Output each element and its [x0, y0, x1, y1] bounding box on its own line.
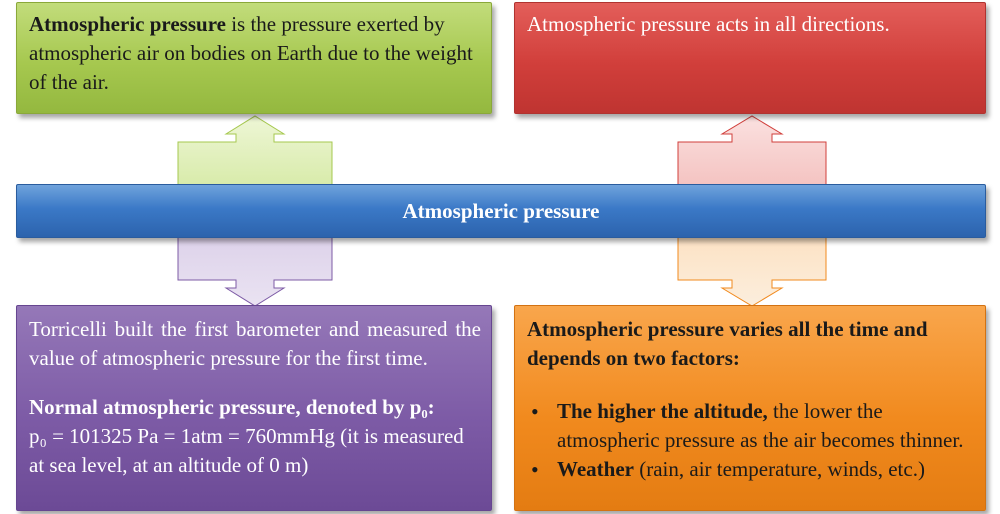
directions-box: Atmospheric pressure acts in all directi…: [514, 2, 986, 114]
central-title-bar: Atmospheric pressure: [16, 184, 986, 238]
definition-body: is the pressure exerted by atmospheric a…: [29, 12, 473, 94]
up-arrow-green: [177, 115, 333, 186]
factors-box: Atmospheric pressure varies all the time…: [514, 305, 986, 511]
definition-box: Atmospheric pressure is the pressure exe…: [16, 2, 492, 114]
factor-weather: Weather (rain, air temperature, winds, e…: [527, 455, 975, 484]
normal-pressure-heading: Normal atmospheric pressure, denoted by …: [29, 395, 435, 419]
factor-altitude-bold: The higher the altitude,: [557, 399, 768, 423]
torricelli-box: Torricelli built the first barometer and…: [16, 305, 492, 511]
torricelli-text: Torricelli built the first barometer and…: [29, 317, 481, 370]
factor-altitude-text: the lower the atmospheric pressure as th…: [557, 399, 964, 452]
down-arrow-purple: [177, 236, 333, 307]
down-arrow-orange: [677, 236, 827, 307]
up-arrow-red: [677, 115, 827, 186]
central-title: Atmospheric pressure: [402, 198, 600, 223]
normal-pressure-text: Normal atmospheric pressure, denoted by …: [29, 393, 481, 480]
directions-text: Atmospheric pressure acts in all directi…: [527, 12, 890, 36]
definition-term: Atmospheric pressure: [29, 12, 226, 36]
factor-weather-bold: Weather: [557, 457, 634, 481]
factor-weather-text: (rain, air temperature, winds, etc.): [633, 457, 925, 481]
factors-intro-bold: Atmospheric pressure varies all the time…: [527, 317, 928, 370]
definition-text: Atmospheric pressure is the pressure exe…: [29, 10, 481, 97]
factors-intro: Atmospheric pressure varies all the time…: [527, 315, 975, 373]
factor-altitude: The higher the altitude, the lower the a…: [527, 397, 975, 455]
factors-list: The higher the altitude, the lower the a…: [527, 397, 975, 484]
normal-pressure-value: p₀ = 101325 Pa = 1atm = 760mmHg (it is m…: [29, 424, 464, 477]
